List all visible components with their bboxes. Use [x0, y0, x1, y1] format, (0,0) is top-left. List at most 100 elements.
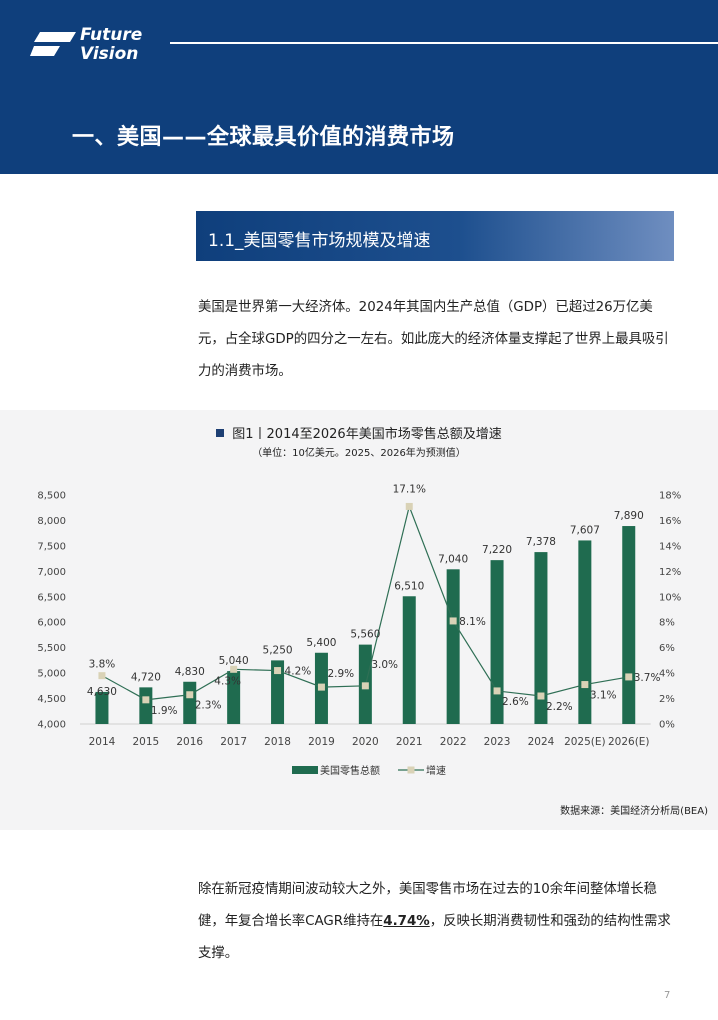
retail-bar	[446, 569, 460, 724]
growth-value-label: 3.1%	[590, 690, 617, 702]
bar-value-label: 4,830	[175, 666, 205, 678]
bar-value-label: 5,400	[306, 637, 336, 649]
x-tick-label: 2026(E)	[608, 736, 650, 748]
x-tick-label: 2022	[440, 736, 467, 748]
growth-point	[317, 683, 325, 691]
x-tick-label: 2024	[528, 736, 555, 748]
retail-bar	[95, 691, 109, 724]
retail-bar	[490, 560, 504, 724]
legend-bar-label: 美国零售总额	[320, 764, 380, 777]
x-tick-label: 2016	[176, 736, 203, 748]
summary-before: 除在新冠疫情期间波动较大之外，美国零售市场在过去的10余年间整体增长稳健，年复合…	[198, 882, 657, 929]
legend-line-label: 增速	[426, 764, 446, 777]
y-left-tick-label: 5,000	[37, 669, 66, 680]
summary-after: ，反映长期消费韧性和强劲的结构性需求支撑。	[198, 914, 671, 961]
chart-title: 图1丨2014至2026年美国市场零售总额及增速	[0, 423, 718, 442]
page-title: 一、美国——全球最具价值的消费市场	[72, 125, 455, 150]
section-heading: 1.1_美国零售市场规模及增速	[196, 211, 674, 261]
growth-point	[625, 673, 633, 681]
summary-paragraph: 除在新冠疫情期间波动较大之外，美国零售市场在过去的10余年间整体增长稳健，年复合…	[198, 874, 674, 970]
bar-value-label: 7,220	[482, 544, 512, 556]
y-right-tick-label: 18%	[659, 491, 681, 502]
growth-point	[361, 682, 369, 690]
growth-point	[493, 687, 501, 695]
page-number: 7	[664, 990, 671, 1001]
retail-chart: 8,500 8,000 7,500 7,000 6,500 6,000 5,500 5,000…	[37, 483, 681, 777]
retail-bar	[271, 660, 285, 724]
y-left-tick-label: 8,000	[37, 516, 66, 527]
growth-value-label: 8.1%	[459, 616, 486, 628]
bar-value-label: 4,630	[87, 686, 117, 698]
retail-bar	[578, 540, 592, 724]
x-tick-label: 2025(E)	[564, 736, 606, 748]
chart-panel	[0, 410, 718, 830]
logo-text: Future Vision	[80, 26, 142, 64]
retail-bar	[622, 526, 636, 724]
header-divider	[170, 42, 718, 44]
y-right-tick-label: 4%	[659, 669, 675, 680]
growth-value-label: 3.7%	[634, 672, 661, 684]
y-left-tick-label: 8,500	[37, 491, 66, 502]
y-right-tick-label: 6%	[659, 643, 675, 654]
growth-point	[405, 502, 413, 510]
growth-value-label: 2.2%	[546, 701, 573, 713]
x-tick-label: 2021	[396, 736, 423, 748]
growth-value-label: 1.9%	[151, 705, 178, 717]
logo-line-2: Vision	[80, 44, 139, 64]
x-tick-label: 2015	[132, 736, 159, 748]
growth-value-label: 2.3%	[195, 700, 222, 712]
title-square-icon	[216, 429, 225, 437]
y-right-tick-label: 16%	[659, 516, 681, 527]
bar-value-label: 5,040	[219, 655, 249, 667]
growth-point	[537, 692, 545, 700]
x-tick-label: 2019	[308, 736, 335, 748]
y-left-tick-label: 4,000	[37, 720, 66, 731]
logo-icon	[30, 32, 76, 56]
growth-value-label: 2.9%	[327, 668, 354, 680]
x-tick-label: 2023	[484, 736, 511, 748]
intro-paragraph: 美国是世界第一大经济体。2024年其国内生产总值（GDP）已超过26万亿美元，占…	[198, 300, 669, 379]
retail-bar	[227, 671, 241, 724]
bar-value-label: 7,890	[614, 510, 644, 522]
y-left-tick-label: 5,500	[37, 643, 66, 654]
bar-value-label: 6,510	[394, 580, 424, 592]
y-left-tick-label: 6,000	[37, 618, 66, 629]
bar-value-label: 7,607	[570, 524, 600, 536]
cagr-highlight: 4.74%	[383, 914, 430, 929]
growth-point	[142, 696, 150, 704]
growth-point	[449, 617, 457, 625]
bar-value-label: 5,250	[263, 644, 293, 656]
growth-point	[98, 672, 106, 680]
x-tick-label: 2020	[352, 736, 379, 748]
growth-value-label: 2.6%	[502, 696, 529, 708]
chart-title-text: 图1丨2014至2026年美国市场零售总额及增速	[232, 427, 502, 442]
chart-subtitle: （单位：10亿美元。2025、2026年为预测值）	[252, 448, 466, 459]
legend-marker-swatch	[407, 766, 415, 774]
y-left-tick-label: 6,500	[37, 592, 66, 603]
growth-value-label: 3.8%	[89, 659, 116, 671]
bar-value-label: 7,040	[438, 553, 468, 565]
x-tick-label: 2018	[264, 736, 291, 748]
growth-point	[274, 667, 282, 675]
y-right-tick-label: 0%	[659, 720, 675, 731]
x-tick-label: 2014	[89, 736, 116, 748]
x-tick-label: 2017	[220, 736, 247, 748]
y-right-tick-label: 10%	[659, 592, 681, 603]
growth-value-label: 17.1%	[393, 483, 426, 495]
y-right-tick-label: 2%	[659, 694, 675, 705]
section-title: 1.1_美国零售市场规模及增速	[208, 231, 431, 251]
y-right-tick-label: 12%	[659, 567, 681, 578]
growth-value-label: 4.3%	[214, 675, 241, 687]
bar-value-label: 7,378	[526, 536, 556, 548]
retail-bar	[534, 552, 548, 724]
y-left-tick-label: 4,500	[37, 694, 66, 705]
logo-line-1: Future	[80, 25, 143, 45]
y-right-tick-label: 14%	[659, 541, 681, 552]
data-source: 数据来源：美国经济分析局(BEA)	[560, 806, 708, 817]
growth-point	[186, 691, 194, 699]
retail-bar	[402, 596, 416, 724]
header-banner: Future Vision 一、美国——全球最具价值的消费市场	[0, 0, 718, 174]
growth-value-label: 4.2%	[285, 666, 312, 678]
legend-bar-swatch	[292, 766, 318, 774]
bar-value-label: 5,560	[350, 629, 380, 641]
